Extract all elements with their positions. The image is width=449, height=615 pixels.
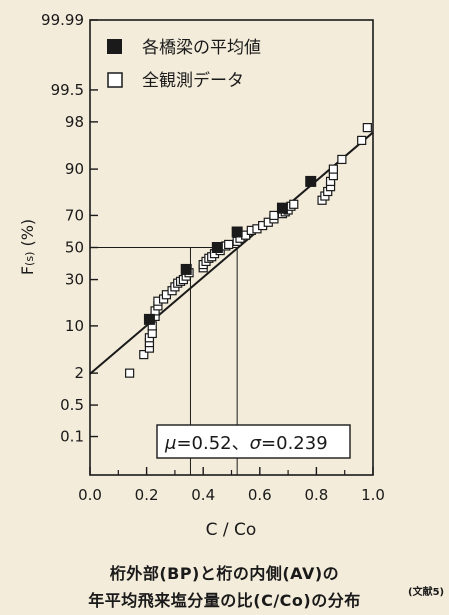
sigma-value: =0.239 bbox=[261, 433, 328, 454]
x-tick-label: 0.2 bbox=[135, 486, 159, 504]
sigma-symbol: σ bbox=[250, 433, 262, 454]
x-tick-label: 0.0 bbox=[78, 486, 102, 504]
bridge-mean-point bbox=[180, 263, 192, 275]
x-tick-label: 1.0 bbox=[361, 486, 385, 504]
legend-open-square-icon bbox=[107, 72, 123, 88]
y-axis-label-main: F bbox=[18, 266, 37, 275]
figure-caption-line-1: 桁外部(BP)と桁の内側(AV)の bbox=[109, 564, 340, 583]
all-data-point bbox=[328, 164, 338, 174]
legend-label-all-data: 全観測データ bbox=[142, 70, 244, 91]
y-tick-label: 90 bbox=[65, 160, 84, 178]
legend: 各橋梁の平均値 全観測データ bbox=[107, 38, 261, 91]
bridge-mean-point bbox=[211, 242, 223, 253]
figure-caption-reference: (文献5) bbox=[408, 587, 445, 598]
y-tick-label: 0.1 bbox=[60, 428, 84, 446]
stats-annotation-box bbox=[156, 424, 351, 459]
y-tick-label: 2 bbox=[74, 364, 84, 382]
y-axis-label-unit: (%) bbox=[18, 219, 37, 252]
normal-fit-line bbox=[89, 131, 374, 375]
figure-caption-line-2: 年平均飛来塩分量の比(C/Co)の分布 bbox=[88, 591, 361, 610]
stats-annotation-text: μ=0.52、σ=0.239 bbox=[164, 433, 328, 454]
y-tick-label: 0.5 bbox=[60, 396, 84, 414]
bridge-mean-point bbox=[305, 175, 317, 187]
all-data-point bbox=[337, 154, 347, 165]
y-axis-label-subscript: (s) bbox=[23, 252, 36, 266]
mu-symbol: μ bbox=[164, 433, 176, 454]
all-data-point bbox=[289, 199, 299, 209]
y-tick-label: 70 bbox=[65, 206, 84, 224]
all-data-point bbox=[147, 328, 157, 339]
x-axis-label: C / Co bbox=[206, 520, 257, 540]
fit-line-group bbox=[89, 131, 374, 375]
y-tick-label: 30 bbox=[65, 271, 84, 289]
all-data-point bbox=[357, 135, 367, 146]
y-tick-label: 99.5 bbox=[51, 81, 84, 99]
all-data-point bbox=[125, 368, 135, 378]
all-data-point bbox=[224, 239, 234, 250]
stats-annotation: μ=0.52、σ=0.239 bbox=[156, 424, 351, 459]
y-axis-label: F(s) (%) bbox=[18, 219, 37, 275]
legend-filled-square-icon bbox=[107, 39, 122, 54]
x-tick-label: 0.6 bbox=[248, 486, 272, 504]
x-tick-label: 0.4 bbox=[191, 486, 215, 504]
bridge-mean-point bbox=[276, 202, 288, 214]
all-data-points bbox=[125, 123, 372, 378]
all-data-point bbox=[139, 349, 149, 360]
mu-value: =0.52、 bbox=[176, 433, 249, 454]
all-data-point bbox=[362, 123, 372, 133]
y-tick-label: 99.99 bbox=[41, 11, 84, 29]
bridge-mean-point bbox=[143, 313, 155, 325]
y-tick-label: 98 bbox=[65, 113, 84, 131]
bridge-mean-points bbox=[143, 175, 317, 325]
x-tick-label: 0.8 bbox=[304, 486, 328, 504]
y-tick-label: 50 bbox=[65, 239, 84, 257]
y-tick-label: 10 bbox=[65, 317, 84, 335]
legend-label-bridge-means: 各橋梁の平均値 bbox=[142, 38, 261, 58]
all-data-point bbox=[269, 210, 279, 221]
bridge-mean-point bbox=[231, 226, 243, 238]
